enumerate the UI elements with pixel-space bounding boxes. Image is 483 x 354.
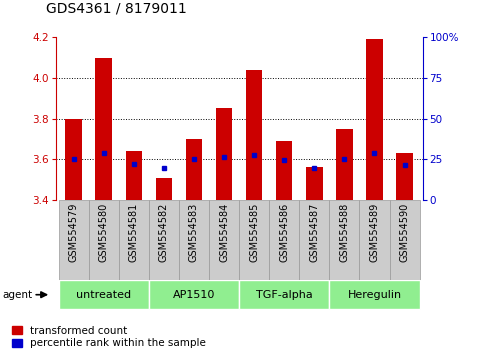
Bar — [336, 129, 353, 200]
Text: GSM554590: GSM554590 — [399, 202, 410, 262]
FancyBboxPatch shape — [149, 280, 239, 309]
Text: GSM554586: GSM554586 — [279, 202, 289, 262]
Text: TGF-alpha: TGF-alpha — [256, 290, 313, 300]
FancyBboxPatch shape — [329, 200, 359, 280]
FancyBboxPatch shape — [179, 200, 209, 280]
Bar — [216, 108, 232, 200]
Text: GSM554583: GSM554583 — [189, 202, 199, 262]
FancyBboxPatch shape — [89, 200, 119, 280]
FancyBboxPatch shape — [239, 200, 269, 280]
Bar — [126, 151, 142, 200]
Text: agent: agent — [2, 290, 32, 300]
FancyBboxPatch shape — [359, 200, 389, 280]
Text: GSM554582: GSM554582 — [159, 202, 169, 262]
Text: GSM554585: GSM554585 — [249, 202, 259, 262]
FancyBboxPatch shape — [329, 280, 420, 309]
FancyBboxPatch shape — [209, 200, 239, 280]
Bar — [246, 70, 262, 200]
Bar — [185, 139, 202, 200]
FancyBboxPatch shape — [239, 280, 329, 309]
Text: GSM554584: GSM554584 — [219, 202, 229, 262]
Text: untreated: untreated — [76, 290, 131, 300]
Text: Heregulin: Heregulin — [347, 290, 401, 300]
Text: GSM554587: GSM554587 — [309, 202, 319, 262]
FancyBboxPatch shape — [58, 200, 89, 280]
Text: GSM554589: GSM554589 — [369, 202, 380, 262]
FancyBboxPatch shape — [299, 200, 329, 280]
Legend: transformed count, percentile rank within the sample: transformed count, percentile rank withi… — [11, 325, 207, 349]
Bar — [396, 153, 413, 200]
Bar — [276, 141, 293, 200]
FancyBboxPatch shape — [269, 200, 299, 280]
FancyBboxPatch shape — [149, 200, 179, 280]
Text: GSM554579: GSM554579 — [69, 202, 79, 262]
FancyBboxPatch shape — [389, 200, 420, 280]
Text: GSM554581: GSM554581 — [129, 202, 139, 262]
Bar — [306, 167, 323, 200]
Bar — [366, 39, 383, 200]
Text: GDS4361 / 8179011: GDS4361 / 8179011 — [46, 2, 186, 16]
Bar — [65, 119, 82, 200]
Bar — [96, 58, 112, 200]
FancyBboxPatch shape — [119, 200, 149, 280]
Text: GSM554588: GSM554588 — [340, 202, 349, 262]
FancyBboxPatch shape — [58, 280, 149, 309]
Text: GSM554580: GSM554580 — [99, 202, 109, 262]
Text: AP1510: AP1510 — [173, 290, 215, 300]
Bar — [156, 178, 172, 200]
